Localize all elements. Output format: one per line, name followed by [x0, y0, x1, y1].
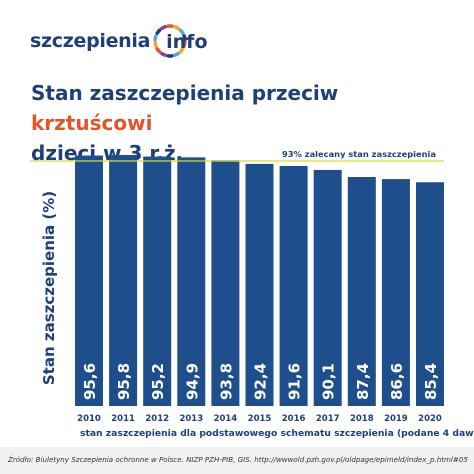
bar-2012 — [143, 156, 172, 406]
x-tick-label: 2016 — [282, 414, 306, 424]
x-tick-label: 2015 — [248, 414, 272, 424]
bar-2019 — [381, 179, 410, 406]
source-footer: Źródło: Biuletyny Szczepienia ochronne w… — [0, 447, 474, 474]
source-text: Źródło: Biuletyny Szczepienia ochronne w… — [8, 455, 468, 464]
x-tick-label: 2014 — [214, 414, 238, 424]
x-tick-label: 2019 — [384, 414, 408, 424]
bar-value-label: 95,2 — [149, 363, 167, 400]
brand-ring-segment — [173, 25, 181, 31]
x-tick-label: 2017 — [316, 414, 340, 424]
bar-2014 — [211, 160, 240, 406]
y-axis-label: Stan zaszczepienia (%) — [40, 190, 58, 386]
brand-ring-segment — [153, 40, 158, 48]
brand-ring-segment — [160, 51, 168, 57]
x-tick-label: 2011 — [111, 414, 135, 424]
brand-ring-segment — [182, 40, 187, 48]
bar-2011 — [109, 155, 138, 406]
bar-2013 — [177, 157, 206, 406]
bar-value-label: 94,9 — [183, 363, 201, 400]
brand-ring-segment — [173, 51, 181, 57]
brand-suffix: info — [166, 31, 208, 53]
bar-value-label: 85,4 — [422, 363, 440, 400]
bar-value-label: 86,6 — [388, 363, 406, 400]
x-tick-label: 2012 — [145, 414, 169, 424]
x-tick-label: 2018 — [350, 414, 374, 424]
bar-value-label: 90,1 — [320, 363, 338, 400]
x-tick-label: 2010 — [77, 414, 101, 424]
bar-2017 — [313, 169, 342, 406]
bar-value-label: 91,6 — [286, 363, 304, 400]
x-tick-label: 2020 — [418, 414, 442, 424]
brand-ring-segment — [155, 28, 162, 35]
brand-ring-icon: info — [151, 22, 208, 60]
bar-2020 — [416, 182, 444, 406]
bar-value-label: 95,6 — [81, 363, 99, 400]
bar-value-label: 92,4 — [252, 363, 270, 400]
bar-2016 — [279, 166, 308, 406]
brand-ring-segment — [178, 47, 185, 54]
x-axis-label: stan zaszczepienia dla podstawowego sche… — [80, 428, 474, 439]
bar-2010 — [75, 155, 103, 406]
title-part1: Stan zaszczepienia przeciw — [31, 81, 339, 105]
bar-2015 — [245, 163, 274, 406]
brand-ring-segment — [182, 34, 187, 42]
brand-ring-segment — [153, 34, 158, 42]
bar-value-label: 93,8 — [217, 363, 235, 400]
brand-name: szczepienia — [30, 30, 151, 52]
brand-ring-segment — [155, 47, 162, 54]
reference-line-label: 93% zalecany stan zaszczepienia — [282, 149, 436, 159]
brand-ring-segment — [160, 25, 168, 31]
title-highlight: krztuścowi — [31, 111, 153, 135]
x-tick-label: 2013 — [179, 414, 203, 424]
bar-value-label: 87,4 — [354, 363, 372, 400]
brand-logo: szczepienia info — [30, 22, 208, 60]
bar-2018 — [347, 177, 376, 406]
bar-value-label: 95,8 — [115, 363, 133, 400]
brand-ring-segment — [178, 28, 185, 35]
